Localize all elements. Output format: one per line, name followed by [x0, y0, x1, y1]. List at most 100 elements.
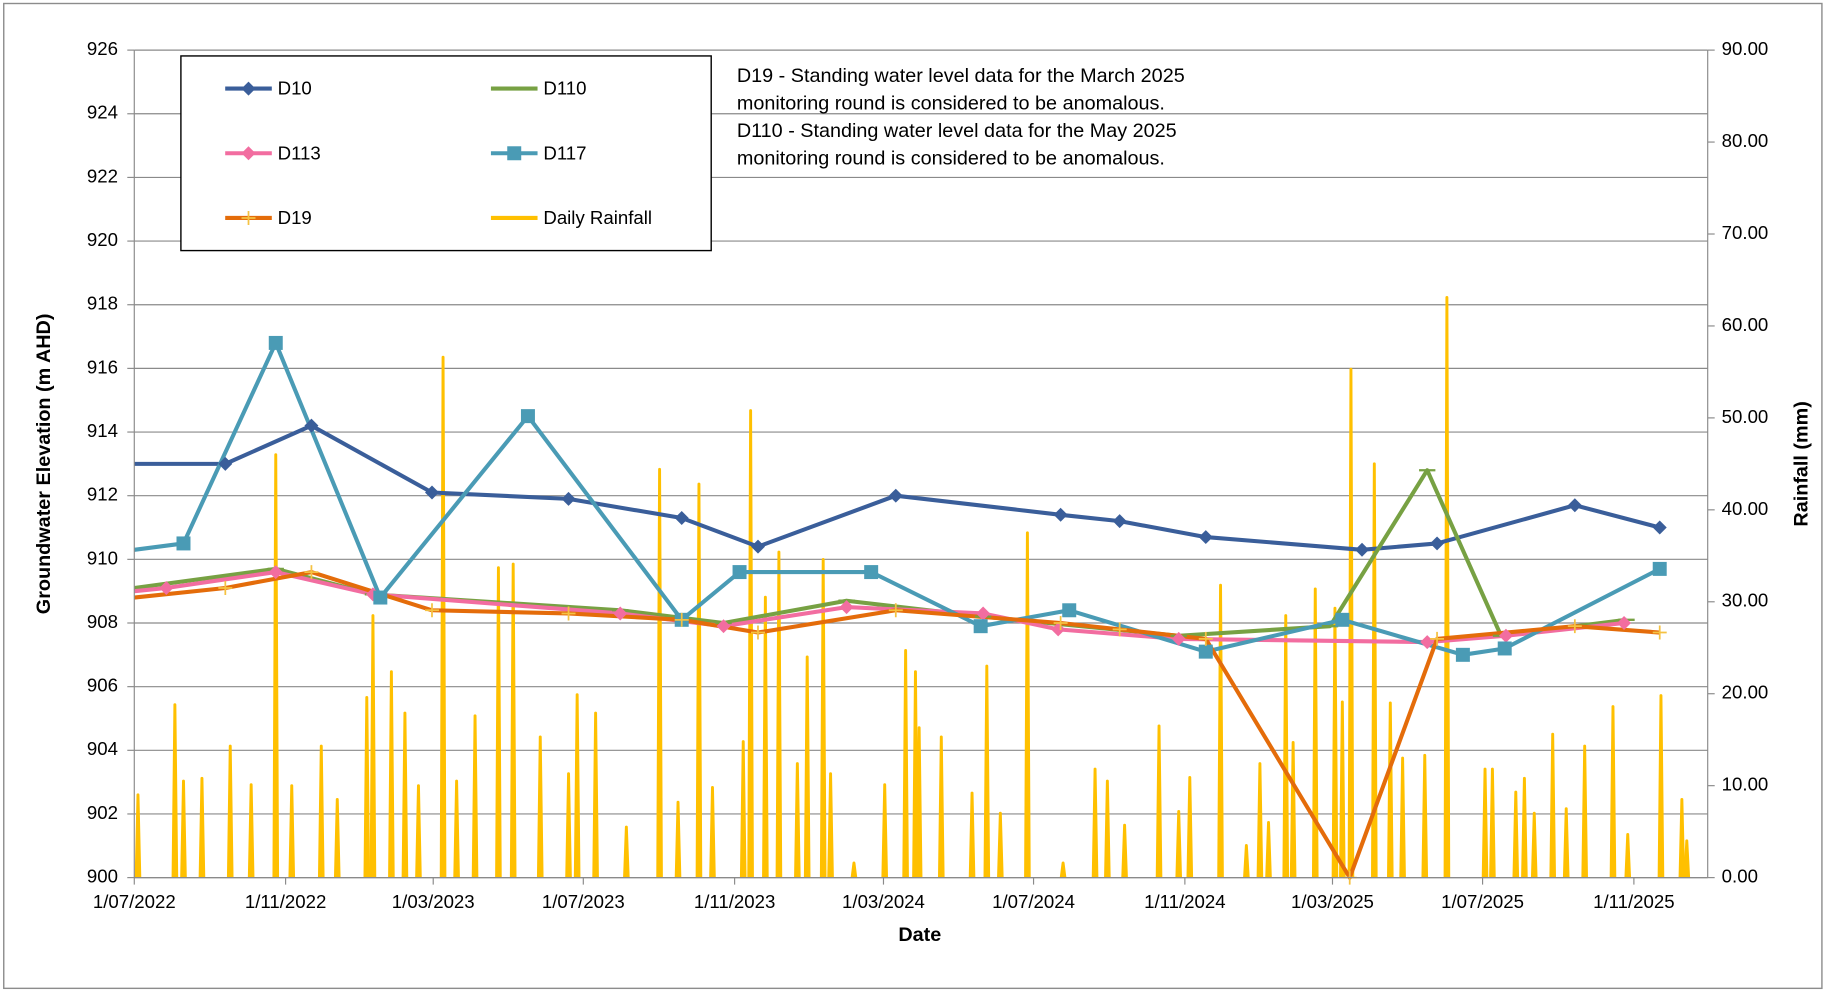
rainfall-spike — [1421, 753, 1429, 878]
y2-tick-label: 10.00 — [1722, 774, 1769, 795]
rainfall-spike — [997, 811, 1004, 878]
legend-label: Daily Rainfall — [543, 207, 652, 228]
rainfall-spike — [1443, 295, 1451, 878]
rainfall-spike — [1683, 839, 1691, 878]
y-tick-label: 918 — [87, 293, 118, 314]
rainfall-spike — [827, 772, 834, 878]
y2-tick-label: 70.00 — [1722, 222, 1769, 243]
marker — [674, 510, 689, 525]
y-tick-label: 906 — [87, 675, 118, 696]
rainfall-spike — [1289, 741, 1297, 878]
rainfall-spike — [739, 740, 747, 878]
marker — [1652, 561, 1667, 576]
marker — [561, 606, 576, 621]
legend-label: D110 — [543, 78, 586, 99]
marker — [973, 619, 988, 634]
rainfall-spike — [1186, 775, 1194, 878]
marker — [424, 485, 439, 500]
x-tick-label: 1/11/2024 — [1144, 891, 1225, 912]
rainfall-spike — [453, 779, 460, 878]
rainfall-spike — [1581, 744, 1588, 878]
marker — [864, 565, 879, 580]
rainfall-spike — [1256, 762, 1264, 878]
rainfall-spike — [1243, 843, 1250, 878]
x-tick-label: 1/07/2025 — [1441, 891, 1524, 912]
marker — [613, 606, 628, 621]
rainfall-spike — [369, 614, 377, 878]
rainfall-spike — [415, 784, 422, 878]
marker — [1498, 628, 1513, 643]
y-tick-label: 908 — [87, 611, 118, 632]
rainfall-spike — [623, 825, 630, 878]
rainfall-spike — [775, 550, 783, 878]
rainfall-spike — [134, 793, 142, 878]
marker — [1430, 631, 1445, 646]
rainfall-spike — [1091, 767, 1099, 878]
marker — [218, 580, 233, 595]
rainfall-spike — [850, 861, 858, 878]
rainfall-spike — [1562, 807, 1570, 878]
rainfall-layer — [134, 295, 1691, 878]
legend-label: D113 — [278, 142, 321, 163]
rainfall-spike — [1387, 701, 1394, 878]
marker — [241, 81, 256, 96]
marker — [1567, 619, 1582, 634]
marker — [1198, 631, 1213, 646]
marker — [1335, 612, 1350, 627]
y-axis-title: Groundwater Elevation (m AHD) — [33, 314, 55, 615]
rainfall-spike — [536, 735, 544, 878]
rainfall-spike — [1265, 820, 1272, 878]
rainfall-spike — [1024, 531, 1031, 878]
rainfall-spike — [247, 783, 255, 878]
marker — [241, 146, 256, 161]
rainfall-spike — [333, 798, 341, 878]
rainfall-spike — [565, 772, 572, 878]
x-tick-label: 1/07/2022 — [93, 891, 176, 912]
rainfall-spike — [288, 784, 296, 878]
marker — [1198, 644, 1213, 659]
annotation: monitoring round is considered to be ano… — [737, 93, 1165, 115]
rainfall-spike — [915, 726, 923, 878]
y-tick-label: 924 — [87, 102, 118, 123]
y2-tick-label: 30.00 — [1722, 590, 1769, 611]
marker — [424, 603, 439, 618]
y2-tick-label: 80.00 — [1722, 130, 1769, 151]
legend-label: D117 — [543, 142, 586, 163]
rainfall-spike — [1481, 767, 1489, 878]
y-tick-label: 914 — [87, 420, 118, 441]
x-tick-label: 1/03/2023 — [392, 891, 475, 912]
legend: D10 D110 D113 D117 D19 Daily Rainfall — [180, 55, 712, 252]
rainfall-spike — [1282, 614, 1290, 878]
marker — [507, 146, 522, 161]
annotation: D110 - Standing water level data for the… — [737, 120, 1177, 142]
y2-tick-label: 40.00 — [1722, 498, 1769, 519]
marker — [1062, 603, 1077, 618]
x-tick-label: 1/07/2024 — [992, 891, 1075, 912]
marker — [304, 418, 319, 433]
rainfall-spike — [794, 762, 801, 878]
marker — [1112, 622, 1127, 637]
rainfall-spike — [674, 800, 682, 878]
rainfall-spike — [1512, 790, 1520, 878]
rainfall-spike — [495, 566, 502, 878]
rainfall-spike — [1678, 798, 1686, 878]
x-axis-title: Date — [898, 924, 941, 946]
rainfall-spike — [363, 695, 371, 878]
legend-label: D19 — [278, 207, 312, 228]
marker — [839, 600, 854, 615]
legend-label: D10 — [278, 78, 312, 99]
x-tick-label: 1/11/2023 — [694, 891, 775, 912]
axes: 900 902 904 906 908 910 912 914 916 918 920 922 924 9… — [87, 38, 1768, 912]
annotation: monitoring round is considered to be ano… — [737, 147, 1165, 169]
annotation: D19 - Standing water level data for the … — [737, 65, 1185, 87]
rainfall-spike — [983, 664, 991, 878]
rainfall-spike — [937, 735, 945, 878]
rainfall-spike — [1311, 587, 1319, 878]
rainfall-spike — [1371, 462, 1378, 878]
rainfall-spike — [1399, 756, 1406, 878]
marker — [750, 625, 765, 640]
rainfall-spike — [171, 703, 179, 878]
y2-tick-label: 0.00 — [1722, 866, 1758, 887]
marker — [1051, 622, 1066, 637]
y-tick-label: 910 — [87, 547, 118, 568]
